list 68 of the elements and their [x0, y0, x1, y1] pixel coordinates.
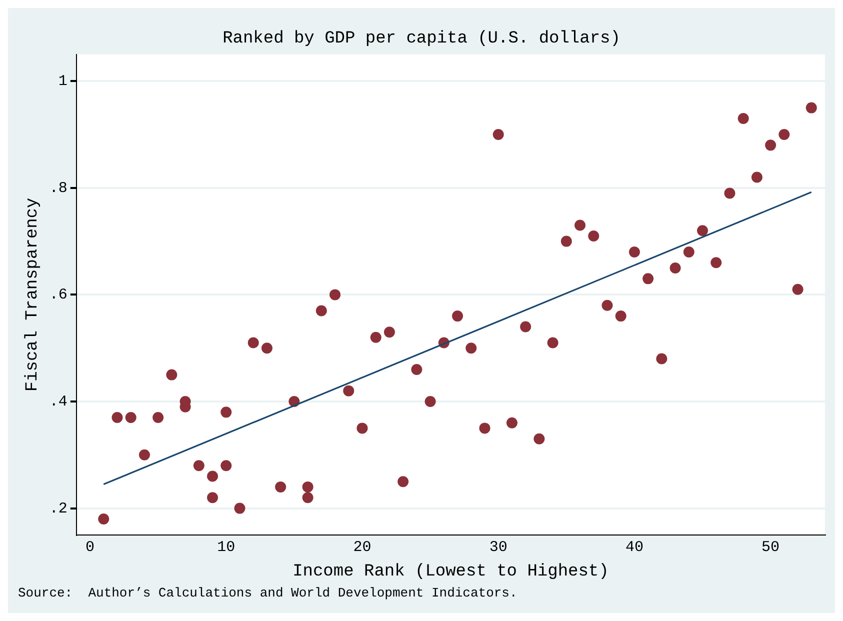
point: [628, 246, 640, 258]
x-tick-label: 50: [762, 538, 780, 556]
point: [588, 230, 600, 242]
point: [234, 502, 246, 514]
point: [560, 236, 572, 247]
point: [152, 412, 164, 424]
point: [370, 332, 382, 343]
x-tick-label: 40: [625, 538, 644, 556]
point: [275, 481, 286, 492]
x-axis-title: Income Rank (Lowest to Highest): [292, 562, 609, 582]
point: [506, 417, 518, 428]
y-axis-title: Fiscal Transparency: [24, 198, 43, 392]
point: [656, 353, 668, 364]
point: [670, 262, 681, 274]
point: [220, 406, 232, 418]
point: [602, 300, 613, 311]
y-tick-label: .2: [49, 500, 68, 518]
point: [424, 396, 436, 407]
x-tick-label: 30: [489, 538, 508, 556]
point: [98, 513, 110, 524]
point: [466, 342, 477, 354]
x-tick-label: 0: [86, 538, 95, 556]
point: [683, 246, 694, 258]
point: [302, 492, 314, 504]
point: [220, 460, 232, 472]
point: [710, 257, 722, 268]
point: [261, 342, 272, 354]
point: [492, 129, 504, 140]
point: [193, 460, 204, 472]
point: [724, 188, 736, 199]
x-tick-label: 20: [353, 538, 372, 556]
point: [479, 422, 490, 434]
point: [778, 129, 790, 140]
point: [792, 284, 804, 295]
point: [356, 422, 368, 434]
point: [751, 172, 762, 183]
point: [207, 470, 218, 482]
point: [452, 310, 464, 322]
point: [411, 364, 422, 375]
point: [697, 225, 708, 236]
y-tick-label: .6: [49, 286, 68, 304]
point: [343, 385, 354, 396]
point: [125, 412, 136, 424]
point: [166, 369, 178, 380]
point: [302, 481, 314, 492]
y-tick-label: .8: [49, 180, 68, 197]
point: [138, 449, 150, 460]
y-tick-label: .4: [49, 393, 68, 410]
point: [330, 289, 341, 300]
x-tick-label: 10: [217, 538, 236, 556]
point: [207, 492, 218, 504]
point: [738, 112, 749, 124]
point: [642, 273, 654, 284]
chart-title: Ranked by GDP per capita (U.S. dollars): [222, 30, 620, 49]
point: [615, 310, 626, 322]
point: [248, 337, 259, 348]
source-note: Source: Author’s Calculations and World Development Indicators.: [18, 586, 518, 601]
point: [398, 476, 409, 488]
point: [574, 220, 586, 231]
point: [520, 321, 532, 332]
point: [806, 102, 817, 114]
point: [112, 412, 123, 424]
point: [547, 337, 558, 348]
point: [534, 433, 545, 444]
y-tick-label: 1: [58, 73, 68, 90]
point: [384, 326, 395, 338]
point: [316, 305, 327, 316]
point: [765, 140, 776, 151]
